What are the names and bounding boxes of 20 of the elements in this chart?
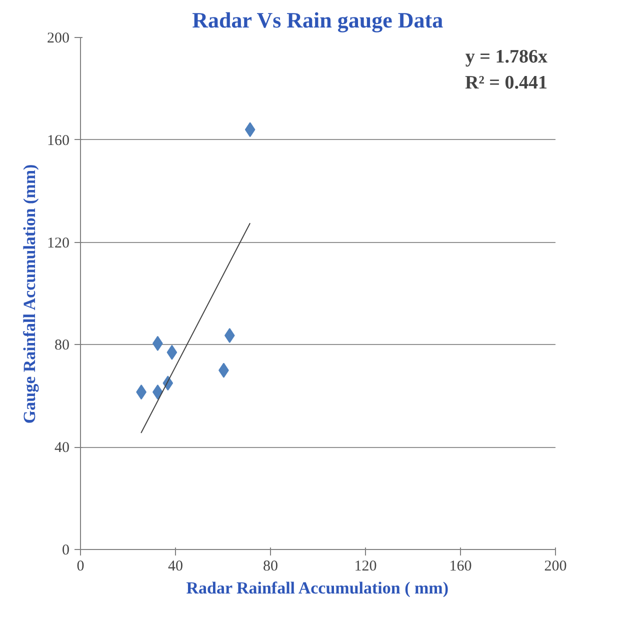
- x-tick-label: 80: [263, 558, 278, 574]
- x-tick-label: 200: [544, 558, 567, 574]
- x-tick-label: 40: [168, 558, 183, 574]
- y-tick-label: 0: [62, 542, 70, 558]
- point: [166, 344, 178, 360]
- point: [244, 122, 256, 138]
- y-tick-label: 160: [47, 132, 70, 149]
- x-tick-label: 0: [76, 558, 84, 574]
- x-tick-label: 160: [449, 558, 472, 574]
- annotation: R² = 0.441: [465, 72, 548, 94]
- point: [224, 328, 235, 343]
- y-tick-label: 80: [54, 338, 70, 354]
- annotation: y = 1.786x: [465, 46, 548, 68]
- x-tick-label: 120: [354, 558, 377, 574]
- y-axis-title: Gauge Rainfall Accumulation (mm): [20, 164, 39, 424]
- x-axis-title: Radar Rainfall Accumulation ( mm): [186, 578, 449, 598]
- y-tick-label: 120: [47, 235, 70, 252]
- y-tick-label: 200: [47, 30, 70, 46]
- chart-title: Radar Vs Rain gauge Data: [192, 8, 444, 32]
- y-tick-label: 40: [54, 440, 70, 456]
